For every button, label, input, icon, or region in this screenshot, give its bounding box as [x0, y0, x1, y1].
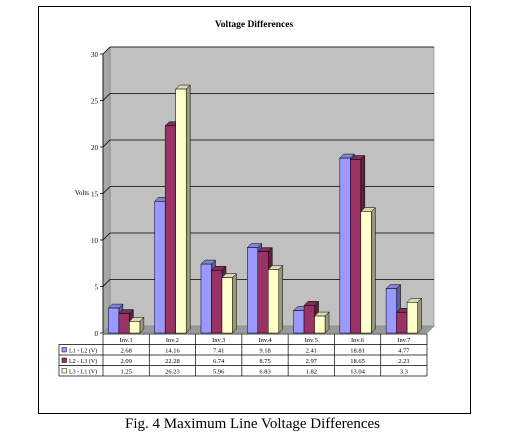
bar [339, 157, 351, 334]
data-table-value: 2.97 [306, 358, 318, 365]
bar [396, 312, 408, 334]
data-table-value: 14.16 [165, 348, 180, 355]
x-category-label: Inv.3 [212, 337, 225, 344]
gridline-side [102, 186, 111, 194]
bar [118, 313, 130, 334]
y-tick-label: 30 [91, 51, 99, 59]
data-table-value: 5.96 [213, 369, 225, 376]
bar-side [417, 297, 422, 334]
y-axis-label: Volts [75, 189, 90, 197]
bar [108, 307, 120, 334]
chart-frame: Voltage Differences 0 5 10 15 20 25 30 Volts Inv.… [38, 6, 471, 414]
y-tick-label: 5 [95, 284, 99, 292]
bar-side [185, 84, 191, 334]
data-table-value: 26.23 [165, 369, 180, 376]
data-table-value: 2.41 [306, 348, 317, 355]
data-table-value: 13.04 [350, 369, 365, 376]
bar [293, 310, 305, 334]
x-category-label: Inv.4 [258, 337, 272, 344]
gridline-side [102, 279, 111, 287]
bar [211, 270, 223, 334]
y-tick-label: 10 [91, 237, 99, 245]
legend-label: L3 - L1 (V) [69, 369, 97, 376]
data-table-value: 18.65 [350, 358, 365, 365]
bar [314, 315, 326, 334]
bar [175, 88, 187, 334]
bar-side [278, 264, 283, 334]
y-tick-label: 0 [95, 330, 99, 338]
gridline-side [102, 46, 111, 55]
bar [350, 159, 362, 334]
data-table-value: 2.68 [120, 348, 131, 355]
gridline-side [102, 139, 111, 148]
x-category-label: Inv.5 [305, 337, 318, 344]
bar [200, 263, 212, 334]
legend-swatch [61, 347, 67, 353]
data-table-value: 1.82 [306, 369, 317, 376]
bar [164, 125, 176, 334]
data-table-value: 2.09 [120, 358, 131, 365]
bar-side [371, 207, 376, 334]
legend-swatch [61, 368, 67, 374]
bar [406, 302, 418, 334]
data-table-value: 3.3 [400, 369, 408, 376]
bar [247, 247, 258, 334]
y-tick-label: 15 [91, 191, 99, 199]
legend-swatch [61, 357, 67, 363]
data-table-value: 6.83 [259, 369, 270, 376]
bar [385, 288, 397, 334]
data-table-value: 1.25 [120, 369, 131, 376]
legend-label: L2 - L3 (V) [69, 358, 97, 365]
bar [360, 211, 372, 334]
y-tick-label: 25 [91, 98, 99, 106]
bar-side [232, 272, 237, 334]
data-table-value: 22.28 [165, 358, 180, 365]
data-table-value: 8.75 [259, 358, 270, 365]
x-category-label: Inv.6 [351, 337, 365, 344]
data-table-value: 4.77 [398, 348, 410, 355]
figure-caption: Fig. 4 Maximum Line Voltage Differences [125, 416, 380, 432]
data-table-value: 9.18 [259, 348, 270, 355]
x-category-label: Inv.2 [166, 337, 179, 344]
chart-title: Voltage Differences [215, 20, 294, 30]
bar-chart: Voltage Differences 0 5 10 15 20 25 30 Volts Inv.… [58, 20, 435, 377]
bar [268, 269, 279, 334]
data-table-value: 7.41 [213, 348, 224, 355]
data-table-value: 18.81 [350, 348, 365, 355]
bar [303, 305, 315, 334]
x-category-label: Inv.1 [120, 337, 133, 344]
bar [257, 251, 269, 334]
legend-label: L1 - L2 (V) [69, 348, 97, 355]
bar [154, 201, 166, 334]
y-tick-label: 20 [91, 144, 99, 152]
data-table-value: 2.23 [398, 358, 409, 365]
gridline-side [102, 93, 111, 101]
bar [221, 277, 233, 334]
gridline-side [102, 232, 111, 241]
x-category-label: Inv.7 [397, 337, 411, 344]
data-table-value: 6.74 [213, 358, 225, 365]
bar [129, 321, 141, 334]
